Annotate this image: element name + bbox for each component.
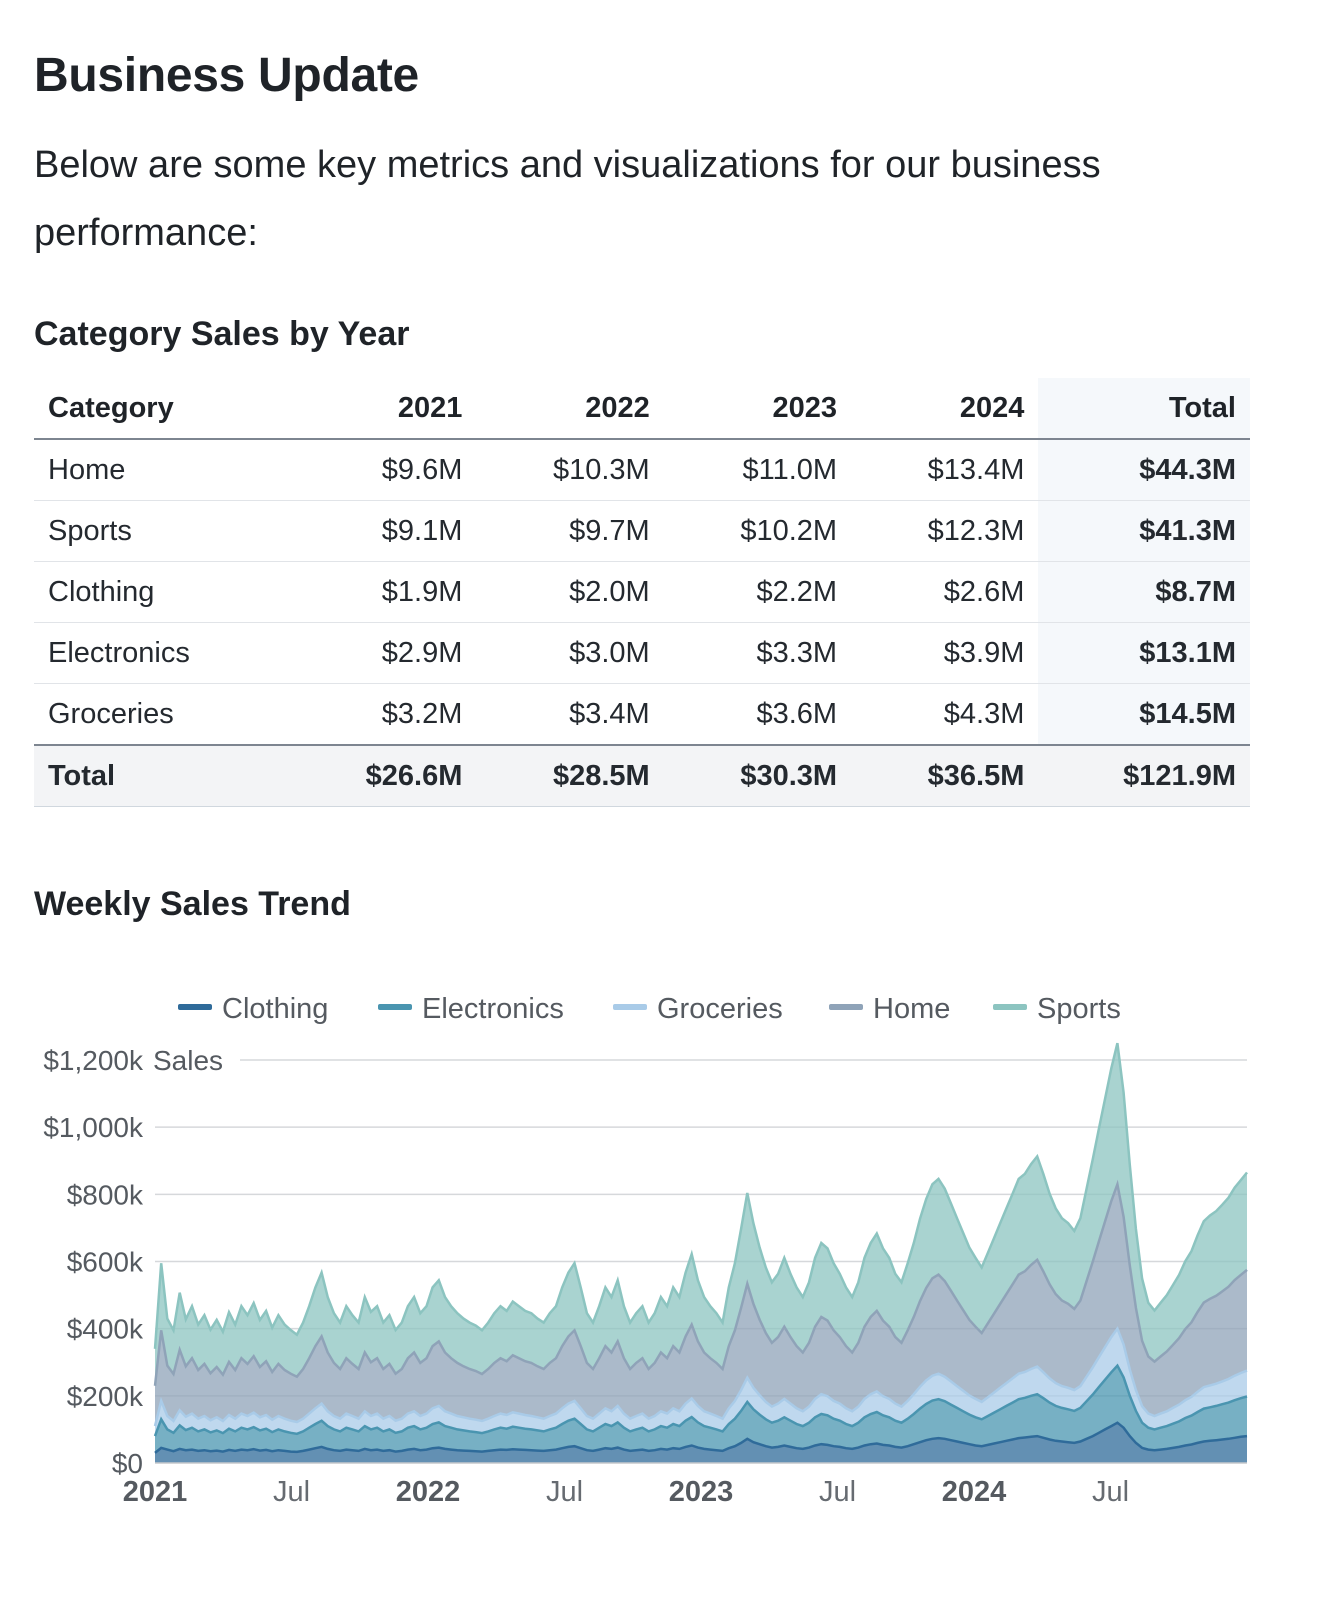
x-tick-label: 2022 (396, 1476, 461, 1508)
weekly-sales-chart: Clothing Electronics Groceries Home Sports $0… (0, 960, 1322, 1560)
y-tick-label: $0 (112, 1448, 143, 1479)
table-cell-total: $8.7M (1038, 561, 1250, 623)
legend-swatch (178, 1004, 212, 1010)
table-total-row: Total $26.6M $28.5M $30.3M $36.5M $121.9… (34, 744, 1250, 807)
table-cell-total: $44.3M (1038, 439, 1250, 501)
table-cell: $9.1M (289, 500, 477, 562)
page: Business Update Below are some key metri… (34, 49, 1250, 923)
table-cell: Home (34, 439, 290, 501)
y-tick-label: $1,200k (43, 1045, 144, 1076)
table-cell-total: $14.5M (1038, 683, 1250, 746)
table-row: Clothing $1.9M $2.0M $2.2M $2.6M $8.7M (34, 561, 1250, 623)
legend-label: Clothing (222, 993, 328, 1025)
table-cell: $4.3M (851, 683, 1039, 746)
table-cell: $3.3M (663, 622, 852, 684)
table-cell: $3.0M (476, 622, 664, 684)
area-clothing (155, 1422, 1247, 1463)
legend-swatch (378, 1004, 412, 1010)
chart-heading: Weekly Sales Trend (34, 885, 351, 923)
table-heading: Category Sales by Year (34, 315, 410, 353)
col-header-2021: 2021 (289, 378, 477, 440)
page-title: Business Update (34, 49, 419, 102)
intro-text: Below are some key metrics and visualiza… (34, 144, 1101, 254)
table-cell: $9.7M (476, 500, 664, 562)
line-clothing (154, 1421, 1248, 1454)
y-tick-label: $1,000k (43, 1112, 144, 1143)
y-axis-label: Sales (153, 1045, 223, 1076)
col-header-category: Category (34, 378, 290, 440)
legend-label: Home (873, 993, 950, 1025)
table-cell: $12.3M (851, 500, 1039, 562)
table-cell: $3.6M (663, 683, 852, 746)
legend-label: Electronics (422, 993, 564, 1025)
table-cell: Electronics (34, 622, 290, 684)
table-cell: $11.0M (663, 439, 852, 501)
table-cell: $13.4M (851, 439, 1039, 501)
x-tick-label: 2021 (123, 1476, 188, 1508)
table-cell: $3.9M (851, 622, 1039, 684)
table-cell-total: $13.1M (1038, 622, 1250, 684)
table-cell: $3.4M (476, 683, 664, 746)
table-cell: $9.6M (289, 439, 477, 501)
col-header-2022: 2022 (476, 378, 664, 440)
table-cell: $2.6M (851, 561, 1039, 623)
total-cell: $121.9M (1038, 744, 1250, 807)
total-cell: Total (34, 744, 290, 807)
area-home (155, 1184, 1247, 1427)
table-cell: $3.2M (289, 683, 477, 746)
table-cell-total: $41.3M (1038, 500, 1250, 562)
y-tick-label: $400k (67, 1314, 144, 1345)
table-cell: $2.9M (289, 622, 477, 684)
total-cell: $30.3M (663, 744, 852, 807)
legend-label: Sports (1037, 993, 1121, 1025)
table-cell: $10.2M (663, 500, 852, 562)
y-tick-label: $200k (67, 1381, 144, 1412)
total-cell: $26.6M (289, 744, 477, 807)
table-row: Groceries $3.2M $3.4M $3.6M $4.3M $14.5M (34, 683, 1250, 746)
x-tick-label: Jul (819, 1476, 856, 1508)
table-row: Home $9.6M $10.3M $11.0M $13.4M $44.3M (34, 439, 1250, 501)
y-tick-label: $600k (67, 1247, 144, 1278)
table-cell: $10.3M (476, 439, 664, 501)
col-header-2024: 2024 (851, 378, 1039, 440)
col-header-2023: 2023 (663, 378, 852, 440)
area-groceries (155, 1328, 1247, 1437)
category-sales-table: Category 2021 2022 2023 2024 Total Home … (34, 378, 1250, 807)
y-tick-label: $800k (67, 1179, 144, 1210)
total-cell: $36.5M (851, 744, 1039, 807)
line-home (153, 1179, 1248, 1386)
x-tick-label: 2023 (669, 1476, 734, 1508)
x-tick-label: Jul (546, 1476, 583, 1508)
line-sports (153, 1042, 1248, 1349)
table-row: Electronics $2.9M $3.0M $3.3M $3.9M $13.… (34, 622, 1250, 684)
legend-swatch (613, 1004, 647, 1010)
table-cell: Groceries (34, 683, 290, 746)
legend-swatch (829, 1004, 863, 1010)
table-row: Sports $9.1M $9.7M $10.2M $12.3M $41.3M (34, 500, 1250, 562)
x-tick-label: Jul (1092, 1476, 1129, 1508)
col-header-total: Total (1038, 378, 1250, 440)
table-cell: $1.9M (289, 561, 477, 623)
chart-svg: Clothing Electronics Groceries Home Sports $0… (43, 993, 1248, 1508)
table-cell: $2.0M (476, 561, 664, 623)
table-header-row: Category 2021 2022 2023 2024 Total (34, 378, 1250, 440)
line-electronics (153, 1363, 1248, 1437)
table-cell: $2.2M (663, 561, 852, 623)
table-cell: Sports (34, 500, 290, 562)
x-tick-label: Jul (273, 1476, 310, 1508)
area-electronics (155, 1365, 1247, 1453)
table-cell: Clothing (34, 561, 290, 623)
area-sports (155, 1043, 1247, 1386)
total-cell: $28.5M (476, 744, 664, 807)
line-groceries (153, 1326, 1248, 1427)
legend-label: Groceries (657, 993, 783, 1025)
x-tick-label: 2024 (942, 1476, 1007, 1508)
legend-swatch (993, 1004, 1027, 1010)
